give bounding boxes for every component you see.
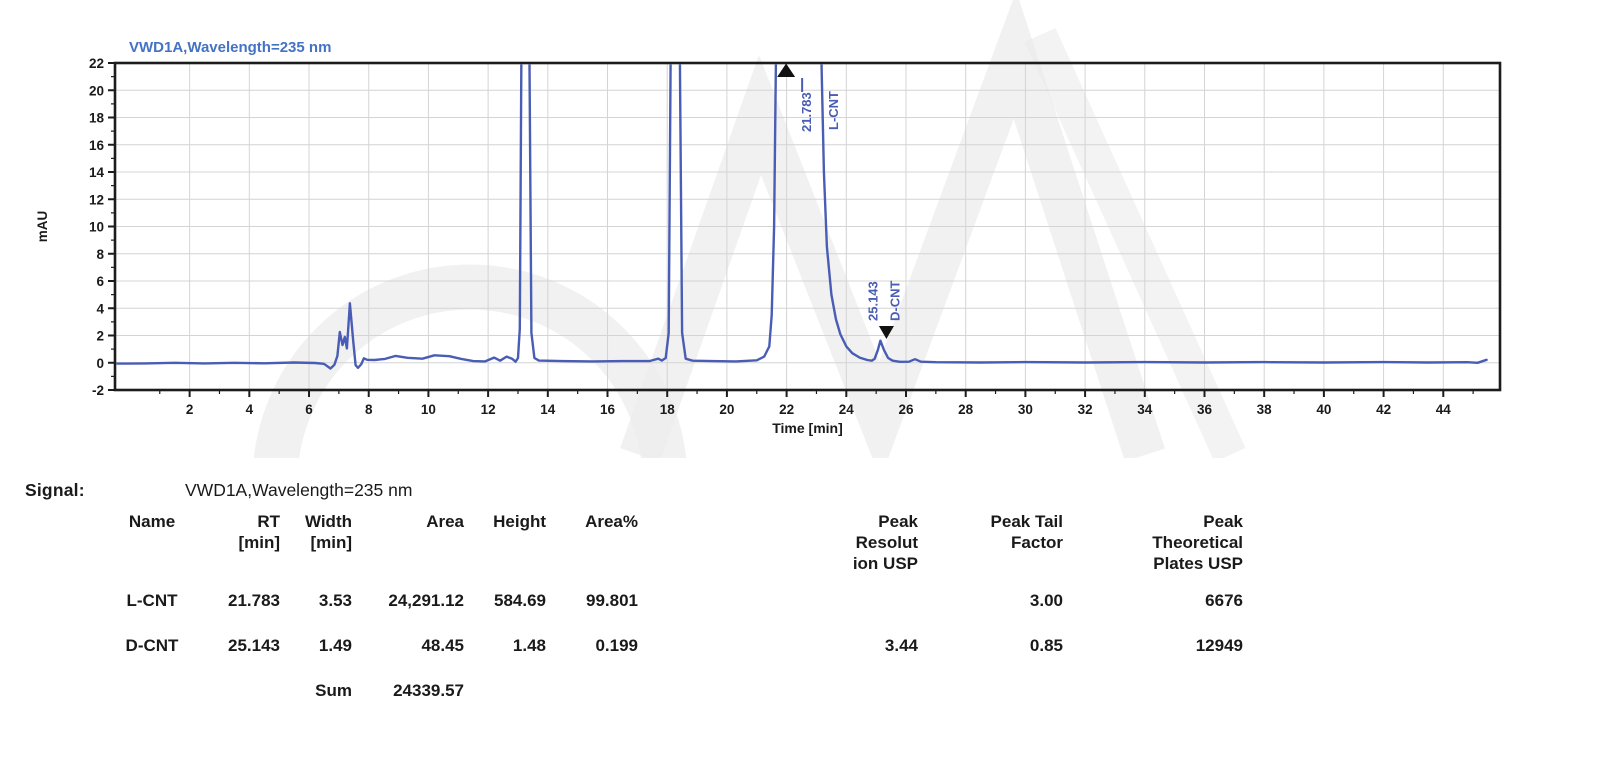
x-tick-label: 12 — [481, 402, 496, 417]
peak-annotation-D-CNT: 25.143 D-CNT — [865, 281, 902, 339]
x-tick-label: 40 — [1316, 402, 1331, 417]
column-header-area: Area — [426, 512, 464, 531]
chart-layer: 2 4 6 8 10 12 14 16 18 20 22 24 26 28 30 32 34 36 38 40 42 44… — [35, 39, 1502, 436]
column-header-plates: Peak Theoretical Plates USP — [1152, 512, 1243, 573]
y-tick-label: 10 — [89, 220, 104, 235]
chromatogram-chart: 2 4 6 8 10 12 14 16 18 20 22 24 26 28 30 32 34 36 38 40 42 44… — [35, 0, 1502, 458]
x-tick-label: 36 — [1197, 402, 1213, 417]
row1-rt-cell: 21.783 — [228, 591, 280, 610]
y-tick-label: 4 — [96, 301, 104, 316]
row2-height-cell: 1.48 — [512, 636, 546, 655]
signal-value: VWD1A,Wavelength=235 nm — [185, 480, 413, 500]
peak-annotation-L-CNT: 21.783 L-CNT — [777, 63, 841, 132]
x-tick-label: 8 — [365, 402, 373, 417]
sum-empty-cell — [192, 679, 280, 702]
peak-annotations: 21.783 L-CNT 25.143 D-CNT — [777, 63, 902, 339]
row2-res-cell: 3.44 — [884, 636, 918, 655]
x-tick-label: 22 — [779, 402, 794, 417]
x-tick-label: 18 — [660, 402, 676, 417]
row2-width-cell: 1.49 — [318, 636, 352, 655]
grid — [116, 64, 1499, 389]
x-tick-label: 38 — [1257, 402, 1273, 417]
row2-areapct-cell: 0.199 — [595, 636, 638, 655]
peak-name-label: D-CNT — [887, 281, 902, 321]
peak-name-label: L-CNT — [826, 91, 841, 130]
y-tick-label: -2 — [92, 383, 104, 398]
x-tick-label: 30 — [1018, 402, 1033, 417]
peak-rt-label: 21.783 — [799, 92, 814, 132]
column-header-width: Width [min] — [304, 512, 352, 552]
signal-trace — [116, 64, 1488, 370]
y-tick-label: 12 — [89, 192, 104, 207]
y-tick-label: 16 — [89, 138, 105, 153]
x-tick-label: 4 — [246, 402, 254, 417]
integration-report: Signal: VWD1A,Wavelength=235 nm Name RT [m… — [0, 480, 1623, 724]
watermark-band — [1024, 27, 1246, 458]
trace-line — [116, 64, 1488, 370]
x-tick-label: 44 — [1436, 402, 1452, 417]
x-axis-title: Time [min] — [772, 420, 843, 436]
x-tick-label: 34 — [1137, 402, 1153, 417]
peak-table: Name RT [min] Width [min] Area Height Area% Pe… — [112, 511, 1623, 724]
column-header-tail: Peak Tail Factor — [990, 512, 1063, 552]
x-tick-label: 14 — [540, 402, 556, 417]
row2-area-cell: 48.45 — [421, 636, 464, 655]
x-tick-label: 28 — [958, 402, 974, 417]
sum-label: Sum — [315, 681, 352, 700]
row2-plates-cell: 12949 — [1195, 636, 1243, 655]
y-axis-title: mAU — [35, 211, 50, 243]
column-header-areapct: Area% — [585, 512, 638, 531]
x-tick-label: 16 — [600, 402, 616, 417]
row1-name-cell: L-CNT — [126, 591, 178, 610]
row2-tail-cell: 0.85 — [1029, 636, 1063, 655]
x-tick-label: 10 — [421, 402, 436, 417]
watermark-arc — [253, 264, 687, 458]
sum-empty-cell — [464, 679, 546, 702]
row1-area-cell: 24,291.12 — [388, 591, 464, 610]
sum-empty-cell — [546, 679, 638, 702]
x-tick-label: 42 — [1376, 402, 1391, 417]
x-tick-label: 20 — [719, 402, 734, 417]
y-tick-label: 2 — [96, 329, 104, 344]
watermark-chevron — [620, 0, 1165, 458]
y-tick-label: 8 — [96, 247, 104, 262]
row1-tail-cell: 3.00 — [1029, 591, 1063, 610]
y-tick-label: 22 — [89, 56, 104, 71]
column-header-name: Name — [128, 512, 176, 531]
row1-res-cell — [638, 589, 918, 612]
y-tick-label: 18 — [89, 111, 105, 126]
sum-empty-cell — [1063, 679, 1243, 702]
x-tick-label: 24 — [839, 402, 855, 417]
signal-label: Signal: — [25, 480, 85, 500]
row1-width-cell: 3.53 — [318, 591, 352, 610]
peak-marker-up-triangle — [777, 63, 796, 77]
row2-name-cell: D-CNT — [125, 636, 179, 655]
y-tick-label: 0 — [96, 356, 104, 371]
x-tick-label: 2 — [186, 402, 194, 417]
x-tick-label: 26 — [898, 402, 914, 417]
column-header-res: Peak Resolut ion USP — [852, 512, 918, 573]
row2-rt-cell: 25.143 — [228, 636, 280, 655]
y-tick-label: 6 — [96, 274, 104, 289]
row1-plates-cell: 6676 — [1205, 591, 1243, 610]
sum-empty-cell — [918, 679, 1063, 702]
sum-empty-cell — [638, 679, 918, 702]
y-tick-label: 20 — [89, 83, 104, 98]
row1-height-cell: 584.69 — [494, 591, 546, 610]
x-tick-label: 6 — [305, 402, 313, 417]
chart-title: VWD1A,Wavelength=235 nm — [129, 39, 331, 56]
column-header-height: Height — [493, 512, 546, 531]
peak-marker-down-triangle — [878, 326, 894, 339]
axes: 2 4 6 8 10 12 14 16 18 20 22 24 26 28 30 32 34 36 38 40 42 44… — [89, 56, 1474, 417]
x-tick-label: 32 — [1078, 402, 1093, 417]
signal-row: Signal: VWD1A,Wavelength=235 nm — [25, 480, 1623, 501]
sum-area-cell: 24339.57 — [393, 681, 464, 700]
y-tick-label: 14 — [89, 165, 105, 180]
watermark — [253, 0, 1246, 458]
row1-areapct-cell: 99.801 — [586, 591, 638, 610]
column-header-rt: RT [min] — [238, 512, 280, 552]
peak-rt-label: 25.143 — [865, 281, 880, 321]
sum-empty-cell — [112, 679, 192, 702]
